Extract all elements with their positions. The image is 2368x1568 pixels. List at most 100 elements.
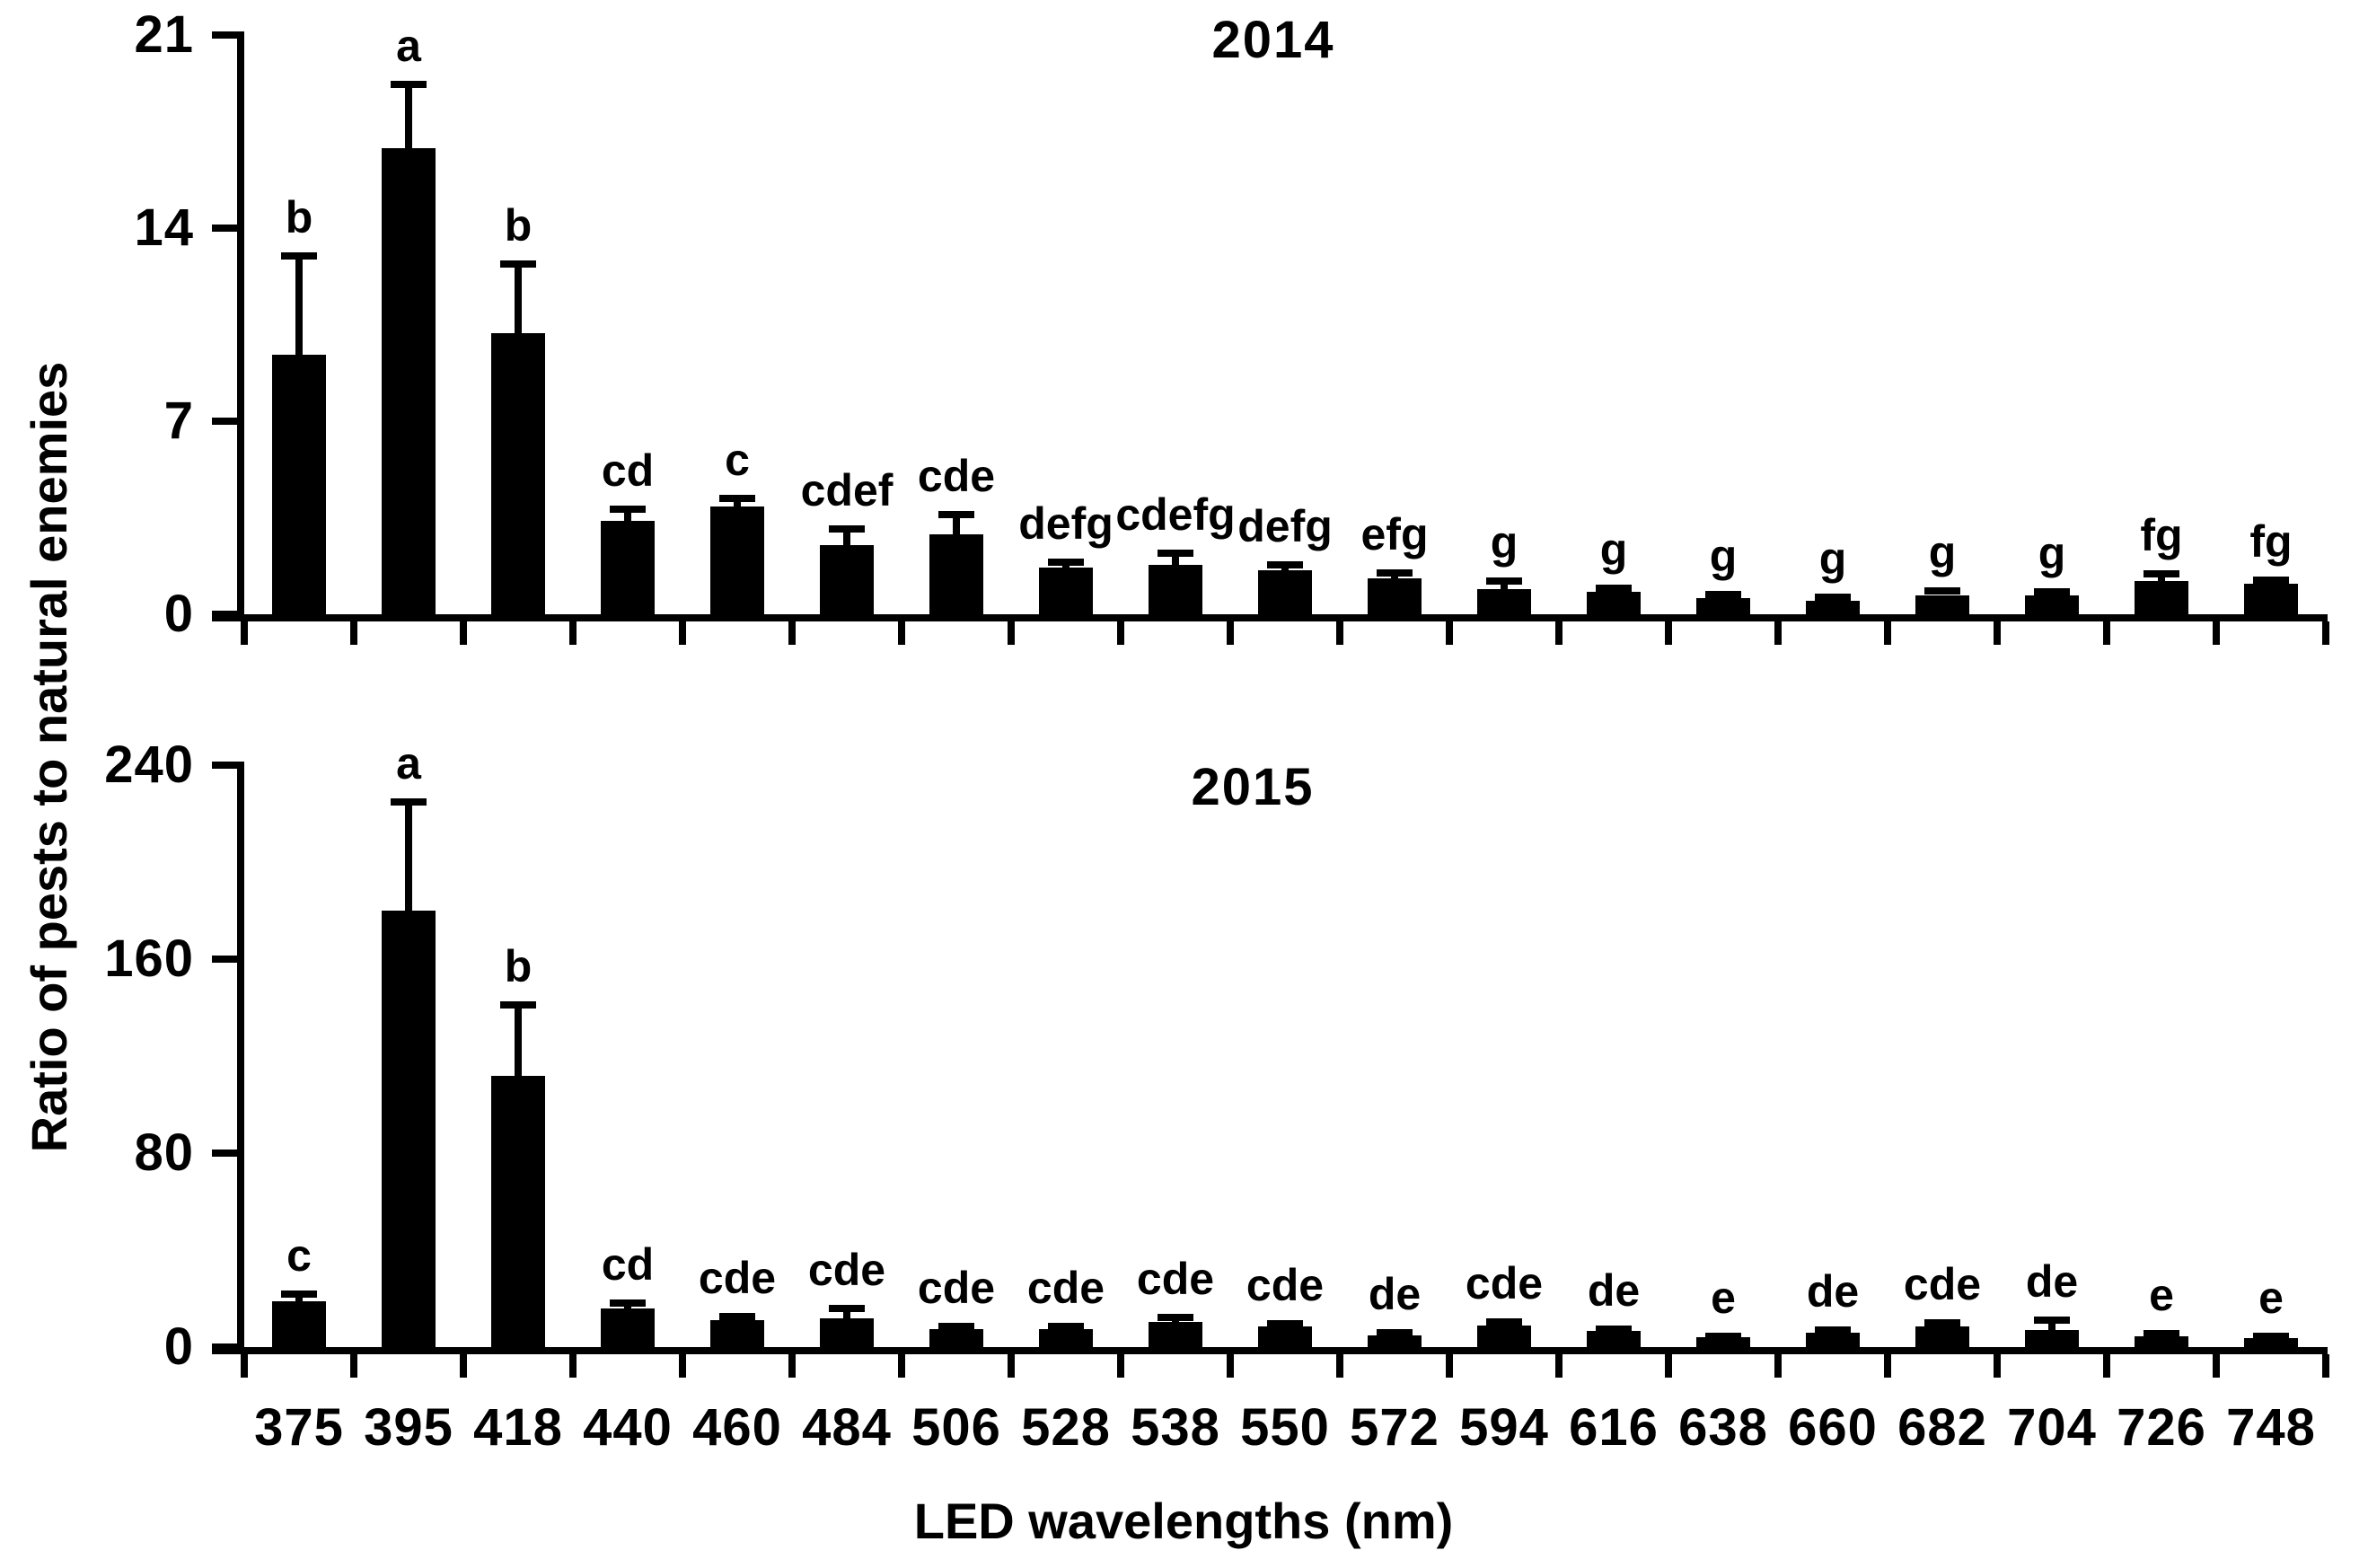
error-bar-cap-2015-375 — [281, 1290, 317, 1298]
error-bar-cap-2014-506 — [938, 511, 974, 519]
error-bar-stem-2014-418 — [515, 263, 522, 333]
sig-letter-2015-550: cde — [1246, 1259, 1325, 1310]
sig-letter-2014-418: b — [504, 199, 533, 251]
x-tick-2015-10 — [1336, 1354, 1343, 1378]
x-tick-label-594: 594 — [1459, 1398, 1549, 1457]
sig-letter-2015-440: cd — [601, 1239, 655, 1291]
error-bar-cap-2014-550 — [1267, 560, 1303, 568]
x-tick-label-726: 726 — [2117, 1398, 2206, 1457]
x-tick-2015-4 — [679, 1354, 686, 1378]
x-tick-2015-5 — [788, 1354, 796, 1378]
x-tick-2015-15 — [1884, 1354, 1891, 1378]
x-tick-2015-14 — [1774, 1354, 1782, 1378]
error-bar-cap-2015-418 — [500, 1001, 536, 1009]
y-tick-2015-0 — [212, 1343, 244, 1351]
x-tick-label-682: 682 — [1897, 1398, 1987, 1457]
y-tick-2014-7 — [212, 418, 244, 425]
error-bar-cap-2015-594 — [1486, 1318, 1522, 1326]
error-bar-cap-2015-638 — [1705, 1332, 1741, 1340]
x-tick-2014-3 — [569, 621, 577, 645]
error-bar-cap-2014-528 — [1048, 558, 1084, 566]
error-bar-cap-2015-440 — [610, 1299, 646, 1308]
error-bar-stem-2015-484 — [843, 1308, 850, 1318]
sig-letter-2014-538: cdefg — [1115, 489, 1236, 541]
bar-2014-460 — [710, 507, 764, 614]
error-bar-cap-2015-572 — [1377, 1329, 1413, 1337]
error-bar-stem-2014-484 — [843, 528, 850, 546]
y-axis-title: Ratio of pests to natural enemies — [21, 361, 77, 1153]
bar-2014-638 — [1696, 597, 1750, 614]
bar-2014-616 — [1587, 592, 1641, 614]
x-tick-2014-16 — [1994, 621, 2001, 645]
sig-letter-2014-682: g — [1928, 526, 1957, 577]
x-tick-2015-13 — [1665, 1354, 1672, 1378]
sig-letter-2014-638: g — [1709, 530, 1738, 581]
sig-letter-2014-726: fg — [2140, 510, 2183, 561]
error-bar-cap-2014-748 — [2253, 576, 2289, 584]
error-bar-cap-2015-682 — [1924, 1319, 1960, 1326]
y-tick-label-2014-7: 7 — [163, 392, 194, 450]
error-bar-cap-2014-440 — [610, 506, 646, 514]
sig-letter-2015-660: de — [1806, 1266, 1860, 1317]
error-bar-cap-2014-538 — [1158, 550, 1193, 558]
x-tick-2014-5 — [788, 621, 796, 645]
x-tick-2014-11 — [1446, 621, 1453, 645]
sig-letter-2014-528: defg — [1018, 498, 1114, 549]
x-tick-2014-1 — [350, 621, 357, 645]
x-tick-label-484: 484 — [802, 1398, 892, 1457]
sig-letter-2015-682: cde — [1903, 1259, 1982, 1309]
x-tick-2015-16 — [1994, 1354, 2001, 1378]
bar-2014-440 — [601, 520, 655, 614]
bar-2015-616 — [1587, 1331, 1641, 1347]
x-tick-2014-0 — [241, 621, 248, 645]
x-tick-label-506: 506 — [911, 1398, 1001, 1457]
sig-letter-2015-638: e — [1711, 1272, 1736, 1323]
sig-letter-2015-748: e — [2258, 1273, 2284, 1324]
sig-letter-2015-538: cde — [1136, 1254, 1215, 1305]
y-axis-line-2014 — [237, 31, 244, 614]
x-tick-2015-3 — [569, 1354, 577, 1378]
bar-2015-704 — [2025, 1330, 2079, 1347]
sig-letter-2014-748: fg — [2249, 515, 2293, 567]
error-bar-stem-2014-440 — [624, 509, 631, 521]
bar-2015-572 — [1368, 1335, 1422, 1347]
x-tick-2014-7 — [1008, 621, 1015, 645]
sig-letter-2015-594: cde — [1465, 1258, 1544, 1309]
error-bar-cap-2014-375 — [281, 251, 317, 260]
x-tick-2014-18 — [2213, 621, 2220, 645]
sig-letter-2014-594: g — [1490, 517, 1519, 568]
error-bar-stem-2014-395 — [405, 84, 412, 148]
error-bar-stem-2014-594 — [1501, 581, 1508, 590]
x-tick-label-550: 550 — [1240, 1398, 1330, 1457]
bar-2015-638 — [1696, 1337, 1750, 1347]
bar-2015-594 — [1477, 1325, 1531, 1347]
x-tick-2014-10 — [1336, 621, 1343, 645]
y-tick-2014-14 — [212, 225, 244, 232]
bar-2015-375 — [272, 1300, 326, 1347]
bar-2014-682 — [1915, 595, 1969, 614]
error-bar-stem-2015-418 — [515, 1005, 522, 1076]
bar-2015-682 — [1915, 1326, 1969, 1347]
error-bar-cap-2015-550 — [1267, 1319, 1303, 1327]
x-axis-line-2015 — [212, 1347, 2328, 1354]
sig-letter-2014-660: g — [1818, 533, 1847, 584]
error-bar-cap-2014-594 — [1486, 577, 1522, 586]
error-bar-cap-2014-682 — [1924, 586, 1960, 595]
x-tick-2015-0 — [241, 1354, 248, 1378]
x-tick-2014-12 — [1555, 621, 1563, 645]
bar-2014-550 — [1258, 569, 1312, 614]
x-tick-label-528: 528 — [1021, 1398, 1111, 1457]
x-tick-2015-19 — [2322, 1354, 2329, 1378]
error-bar-cap-2015-748 — [2253, 1333, 2289, 1341]
bar-2015-484 — [820, 1317, 874, 1347]
error-bar-cap-2014-572 — [1377, 568, 1413, 577]
x-tick-label-616: 616 — [1569, 1398, 1659, 1457]
error-bar-cap-2015-528 — [1048, 1322, 1084, 1330]
x-tick-label-572: 572 — [1350, 1398, 1439, 1457]
error-bar-cap-2014-460 — [719, 495, 755, 502]
y-tick-2014-21 — [212, 31, 244, 39]
error-bar-cap-2015-484 — [829, 1304, 865, 1312]
bar-2014-395 — [382, 147, 436, 614]
x-tick-2015-7 — [1008, 1354, 1015, 1378]
